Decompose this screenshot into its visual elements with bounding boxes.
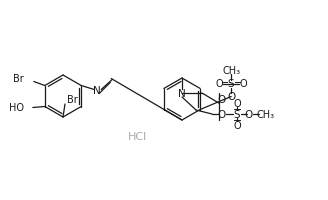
Text: HO: HO (9, 103, 24, 113)
Text: N: N (178, 89, 186, 99)
Text: O: O (233, 120, 241, 130)
Text: O: O (233, 99, 241, 108)
Text: CH₃: CH₃ (257, 109, 275, 119)
Text: O: O (239, 79, 247, 89)
Text: HCl: HCl (128, 131, 148, 141)
Text: Br: Br (13, 74, 24, 84)
Text: S: S (228, 79, 235, 89)
Text: Br: Br (67, 95, 78, 104)
Text: N: N (93, 86, 101, 96)
Text: S: S (234, 109, 240, 119)
Text: CH₃: CH₃ (222, 65, 240, 75)
Text: O: O (217, 95, 225, 105)
Text: O: O (218, 109, 226, 119)
Text: O: O (227, 92, 235, 102)
Text: O: O (245, 109, 253, 119)
Text: O: O (215, 79, 223, 89)
